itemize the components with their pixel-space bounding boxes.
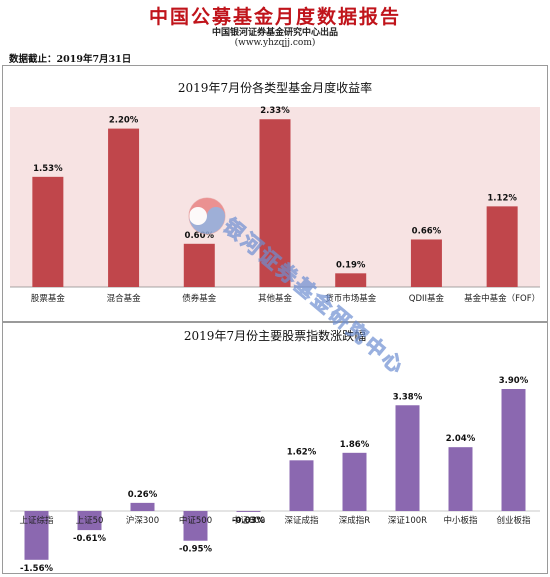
value-label: -0.95% [179, 545, 212, 555]
category-label: 中证800 [232, 515, 265, 526]
category-label: 中小板指 [443, 515, 478, 526]
bar [259, 119, 291, 287]
category-label: 深成指R [339, 515, 371, 526]
value-label: -1.56% [20, 564, 53, 573]
bar [410, 239, 442, 287]
index-change-chart-panel: 2019年7月份主要股票指数涨跌幅 -1.56% 上证综指 -0.61% 上证50 0.… [2, 322, 548, 574]
category-label: 基金中基金（FOF） [464, 293, 540, 304]
category-label: QDII基金 [409, 293, 445, 304]
value-label: 2.20% [109, 116, 139, 126]
bar [342, 452, 367, 511]
category-label: 其他基金 [258, 293, 293, 304]
value-label: 3.38% [393, 392, 423, 402]
value-label: 2.04% [446, 434, 476, 444]
category-label: 中证500 [179, 515, 212, 526]
bar [289, 460, 314, 511]
bar [77, 511, 102, 531]
data-date: 数据截止：2019年7月31日 [9, 54, 132, 65]
bar [448, 447, 473, 511]
report-title: 中国公募基金月度数据报告 [148, 6, 401, 28]
chart-title: 2019年7月份主要股票指数涨跌幅 [184, 328, 366, 343]
value-label: 3.90% [499, 376, 529, 386]
category-label: 沪深300 [126, 515, 159, 526]
bar [24, 511, 49, 560]
index-change-chart: 2019年7月份主要股票指数涨跌幅 -1.56% 上证综指 -0.61% 上证50 0.… [10, 328, 540, 574]
bar [395, 405, 420, 511]
category-label: 货币市场基金 [325, 293, 377, 304]
category-label: 创业板指 [496, 515, 531, 526]
bar [236, 511, 261, 512]
bar [486, 206, 518, 287]
value-label: 1.86% [340, 440, 370, 450]
category-label: 上证50 [76, 516, 104, 526]
value-label: 0.26% [128, 490, 158, 500]
bar [335, 273, 367, 287]
bar [108, 128, 140, 287]
fund-returns-chart: 2019年7月份各类型基金月度收益率 1.53% 股票基金 2.20% 混合基金 0.6… [10, 80, 540, 304]
report-url: (www.yhzqjj.com) [234, 38, 316, 48]
value-label: 1.12% [487, 193, 517, 203]
value-label: -0.61% [73, 534, 106, 544]
category-label: 上证综指 [19, 515, 54, 526]
category-label: 深证成指 [284, 515, 319, 526]
bar [183, 511, 208, 541]
value-label: 0.19% [336, 260, 366, 270]
fund-returns-chart-panel: 2019年7月份各类型基金月度收益率 1.53% 股票基金 2.20% 混合基金 0.6… [2, 65, 548, 322]
value-label: 1.62% [287, 447, 317, 457]
category-label: 股票基金 [31, 293, 66, 304]
value-label: 0.60% [185, 231, 215, 241]
chart-title: 2019年7月份各类型基金月度收益率 [178, 80, 372, 95]
category-label: 债券基金 [182, 293, 217, 304]
bar [501, 389, 526, 511]
category-label: 深证100R [388, 516, 427, 526]
value-label: 2.33% [260, 106, 290, 116]
value-label: 0.66% [412, 226, 442, 236]
value-label: -0.03% [232, 516, 265, 526]
bar [183, 243, 215, 287]
bar [32, 176, 64, 287]
report-subtitle: 中国银河证券基金研究中心出品 [211, 28, 338, 38]
bar [130, 502, 155, 511]
value-label: 1.53% [33, 164, 63, 174]
category-label: 混合基金 [107, 293, 142, 304]
